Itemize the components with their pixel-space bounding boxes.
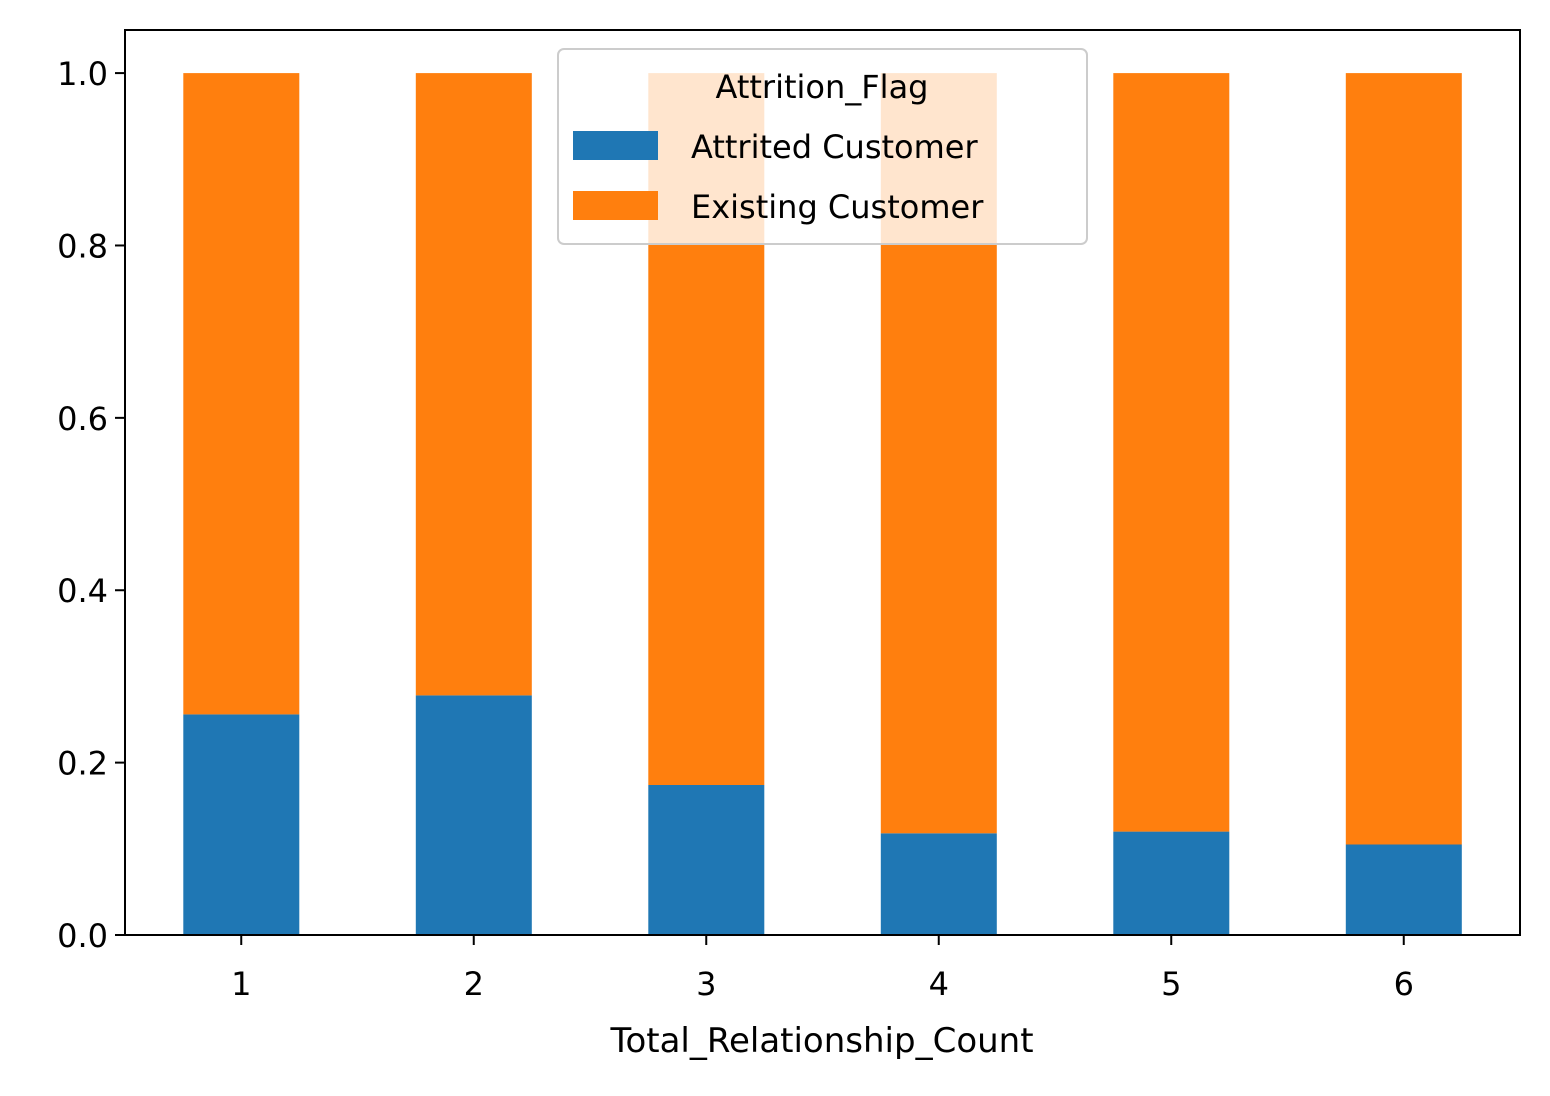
legend-title: Attrition_Flag [716,68,929,106]
y-tick-label: 0.0 [57,917,108,955]
x-tick-label: 6 [1394,965,1414,1003]
bars-group [183,73,1462,935]
y-tick-label: 0.6 [57,400,108,438]
y-tick-label: 0.2 [57,745,108,783]
legend-label-existing-customer: Existing Customer [691,188,984,226]
bar-existing-customer-2 [415,73,532,696]
bar-existing-customer-1 [183,73,300,715]
legend-box [557,48,1088,245]
legend-label-attrited-customer: Attrited Customer [691,128,978,166]
legend: Attrition_Flag Attrited Customer Existing … [557,48,1088,245]
y-axis: 0.0 0.2 0.4 0.6 0.8 1.0 [57,55,125,955]
x-tick-label: 4 [929,965,949,1003]
x-tick-label: 5 [1161,965,1181,1003]
bar-attrited-customer-4 [880,833,997,935]
bar-attrited-customer-1 [183,714,300,935]
bar-attrited-customer-2 [415,695,532,935]
y-tick-label: 0.8 [57,227,108,265]
axes-frame [124,29,1521,936]
legend-swatch-attrited-customer [573,131,658,160]
x-axis: 1 2 3 4 5 6 [231,935,1414,1003]
x-tick-label: 2 [464,965,484,1003]
bar-existing-customer-6 [1345,73,1462,845]
bar-existing-customer-5 [1113,73,1230,832]
x-tick-label: 3 [696,965,716,1003]
y-tick-label: 1.0 [57,55,108,93]
bar-attrited-customer-3 [648,785,765,935]
bar-attrited-customer-5 [1113,831,1230,935]
legend-swatch-existing-customer [573,191,658,220]
y-tick-label: 0.4 [57,572,108,610]
bar-attrited-customer-6 [1345,844,1462,935]
x-axis-label: Total_Relationship_Count [609,1021,1033,1061]
x-tick-label: 1 [231,965,251,1003]
